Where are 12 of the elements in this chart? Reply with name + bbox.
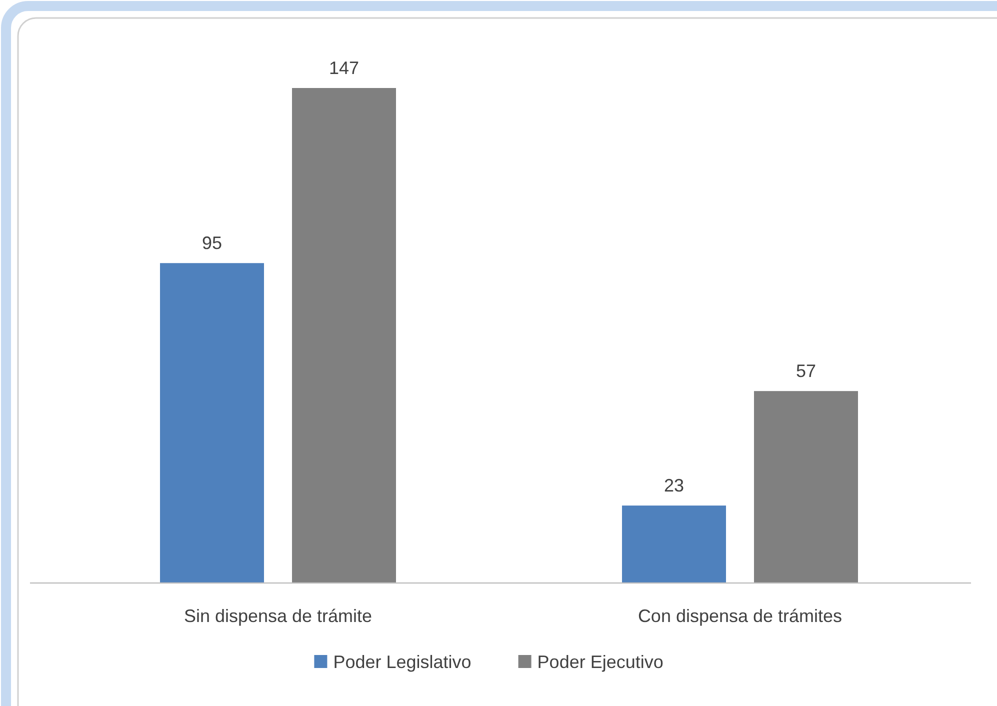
x-tick-label: Con dispensa de trámites — [638, 606, 842, 626]
data-label: 147 — [328, 58, 360, 78]
bar — [622, 506, 726, 583]
bar — [292, 88, 396, 583]
data-label: 23 — [664, 476, 684, 496]
x-tick-label: Sin dispensa de trámite — [184, 606, 372, 626]
bar — [160, 263, 264, 583]
data-label: 57 — [796, 361, 816, 382]
legend-label: Poder Legislativo — [333, 652, 472, 672]
bar — [754, 391, 858, 583]
data-label: 95 — [202, 233, 222, 254]
legend-label: Poder Ejecutivo — [537, 652, 664, 672]
